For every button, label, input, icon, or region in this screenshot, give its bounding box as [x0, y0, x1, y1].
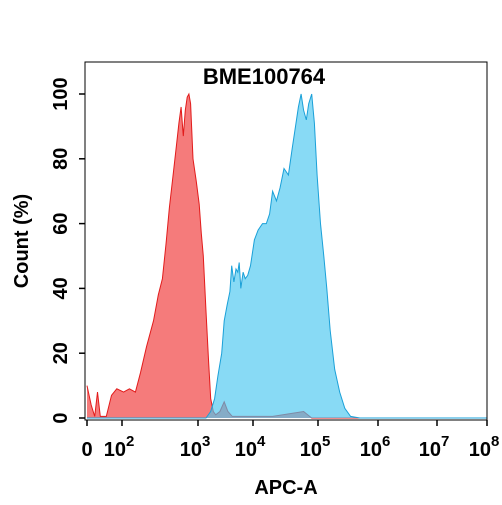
- series-layer: [86, 92, 487, 419]
- y-tick-label: 0: [50, 412, 72, 423]
- x-tick-label: 0: [81, 439, 92, 461]
- y-tick-label: 60: [50, 212, 72, 234]
- ticks-layer: 0 20 40 60 80 100 0 102 103 104 105 106 107 108: [50, 77, 499, 461]
- y-tick-label: 80: [50, 148, 72, 170]
- histogram-area-2: [87, 94, 487, 418]
- x-tick-label: 103: [180, 433, 211, 461]
- y-tick-label: 20: [50, 342, 72, 364]
- x-tick-label: 104: [235, 433, 266, 461]
- y-tick-label: 100: [50, 77, 72, 110]
- histogram-outline-2: [87, 93, 487, 419]
- y-tick-label: 40: [50, 277, 72, 299]
- y-axis-title: Count (%): [11, 194, 33, 288]
- plot-frame: [84, 61, 488, 421]
- x-tick-label: 107: [419, 433, 450, 461]
- x-axis-title: APC-A: [254, 477, 317, 499]
- chart-title: BME100764: [203, 64, 326, 89]
- histogram-area-1: [87, 94, 487, 418]
- x-tick-label: 102: [104, 433, 135, 461]
- x-tick-label: 108: [469, 433, 500, 461]
- x-tick-label: 105: [300, 433, 331, 461]
- x-tick-label: 106: [360, 433, 391, 461]
